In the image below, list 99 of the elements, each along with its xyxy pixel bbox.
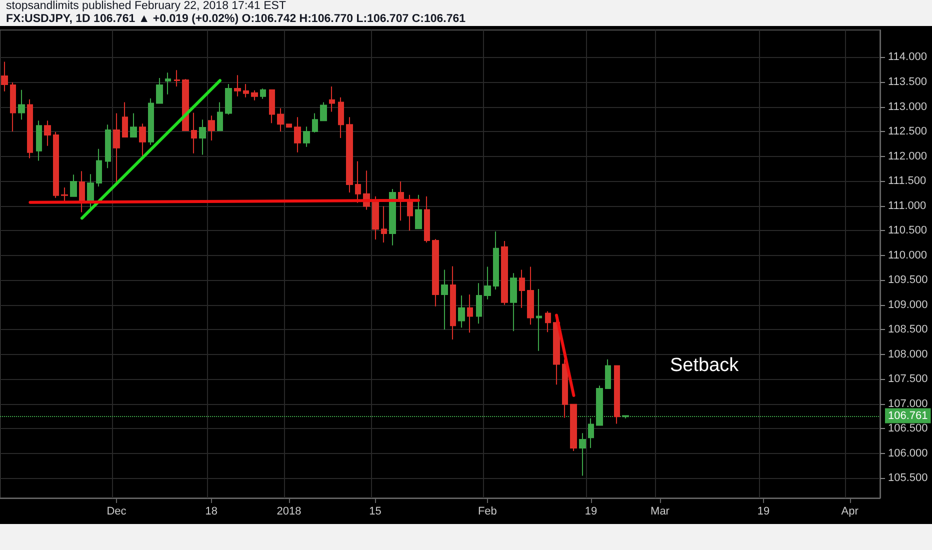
candlestick xyxy=(510,272,517,332)
candlestick xyxy=(225,83,232,116)
candlestick xyxy=(303,126,310,148)
candlestick xyxy=(458,294,465,328)
y-tick-label: 108.000 xyxy=(888,348,928,360)
candlestick xyxy=(105,124,111,169)
y-tick-label: 111.000 xyxy=(888,200,926,212)
candlestick xyxy=(260,88,266,100)
x-tick-label: Dec xyxy=(106,506,127,518)
candlestick xyxy=(441,269,448,330)
candlestick xyxy=(562,358,568,418)
candlestick xyxy=(381,206,387,243)
candlestick xyxy=(122,102,128,138)
y-tick-label: 114.000 xyxy=(888,51,927,64)
candlestick xyxy=(182,78,189,132)
candlestick xyxy=(614,364,620,424)
candlestick xyxy=(87,174,94,210)
annotation: Setback xyxy=(670,355,740,376)
y-tick-label: 108.500 xyxy=(888,324,928,336)
candlestick xyxy=(1,61,8,92)
y-tick-label: 112.000 xyxy=(888,150,927,162)
candlestick xyxy=(61,186,68,202)
candlestick xyxy=(355,160,361,204)
candlestick xyxy=(277,108,284,132)
candlestick xyxy=(113,112,120,184)
candlestick xyxy=(96,148,102,187)
x-tick-label: Apr xyxy=(841,506,859,518)
candlestick xyxy=(139,123,146,158)
chart-subtitle: FX:USDJPY, 1D 106.761 ▲ +0.019 (+0.02%) O:106.742 H:106.770 L:106.707 C:106.761 xyxy=(6,13,467,26)
y-tick-label: 109.500 xyxy=(888,274,928,286)
candlestick xyxy=(27,98,33,159)
candlestick xyxy=(234,74,241,97)
candlestick xyxy=(70,174,77,198)
candlestick xyxy=(18,89,25,120)
candlestick xyxy=(605,358,611,390)
candlestick xyxy=(53,132,59,198)
y-tick-label: 112.500 xyxy=(888,126,927,138)
candlestick xyxy=(484,266,491,300)
candlestick xyxy=(407,194,413,232)
candlestick xyxy=(243,83,249,98)
candlestick xyxy=(519,269,525,308)
candlestick xyxy=(312,112,318,134)
candlestick xyxy=(130,112,137,138)
y-tick-label: 110.500 xyxy=(888,224,927,237)
candlestick xyxy=(346,116,353,193)
y-tick-label: 105.500 xyxy=(888,472,928,484)
y-tick-label: 106.500 xyxy=(888,422,928,435)
candlestick xyxy=(217,102,223,132)
candlestick xyxy=(389,188,396,246)
candlestick xyxy=(269,88,275,124)
y-tick-label: 113.000 xyxy=(888,100,927,113)
candlestick xyxy=(79,170,85,213)
candlestick xyxy=(493,231,499,290)
candlestick xyxy=(36,120,42,162)
candlestick xyxy=(165,72,171,95)
chart-title: stopsandlimits published February 22, 2018 17:41 EST xyxy=(6,0,287,13)
candlestick xyxy=(450,266,456,340)
candlestick xyxy=(476,282,482,324)
candlestick xyxy=(501,240,508,306)
y-tick-label: 111.500 xyxy=(888,175,926,188)
candlestick xyxy=(579,432,586,476)
candlestick xyxy=(467,294,473,334)
candlestick xyxy=(199,119,206,156)
x-tick-label: Mar xyxy=(650,506,670,518)
y-tick-label: 107.000 xyxy=(888,398,928,410)
y-tick-label: 110.000 xyxy=(888,249,927,262)
candlestick xyxy=(294,116,301,153)
candlestick xyxy=(44,120,51,146)
candlestick xyxy=(415,194,422,230)
candlestick xyxy=(148,98,154,146)
x-tick-label: Feb xyxy=(478,506,497,518)
candlestick xyxy=(174,70,180,87)
candlestick xyxy=(191,112,197,154)
candlestick xyxy=(208,115,215,141)
ref-line-label: 106.761 xyxy=(888,410,928,422)
candlestick xyxy=(527,266,534,326)
candlestick xyxy=(320,102,327,122)
candlestick xyxy=(570,404,577,452)
candlestick xyxy=(251,90,258,101)
y-tick-label: 106.000 xyxy=(888,447,928,460)
candlestick xyxy=(329,86,335,112)
x-tick-label: 2018 xyxy=(276,506,302,518)
candlestick xyxy=(10,82,16,132)
x-tick-label: 19 xyxy=(584,506,598,518)
candlestick xyxy=(545,310,551,333)
x-tick-label: 19 xyxy=(757,506,770,518)
candlestick xyxy=(432,238,439,307)
x-tick-label: 15 xyxy=(369,506,382,518)
candlestick xyxy=(338,96,344,138)
y-tick-label: 113.500 xyxy=(888,76,927,88)
candlestick xyxy=(156,78,163,104)
y-tick-label: 107.500 xyxy=(888,373,928,386)
candlestick xyxy=(536,288,542,352)
candlestick xyxy=(372,196,379,240)
x-tick-label: 18 xyxy=(205,506,218,518)
y-tick-label: 109.000 xyxy=(888,298,928,311)
candlestick xyxy=(424,196,430,243)
candlestick xyxy=(553,319,560,386)
candlestick xyxy=(286,123,292,128)
